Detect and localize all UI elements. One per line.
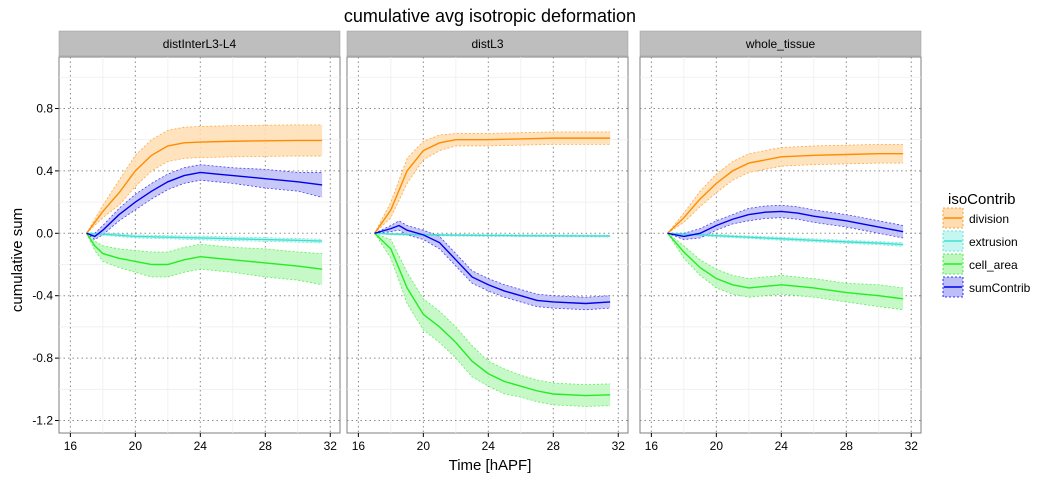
- legend-item-cell_area: cell_area: [942, 253, 1018, 275]
- y-tick-label: 0.0: [36, 226, 53, 240]
- legend-item-division: division: [942, 207, 1009, 229]
- ribbon-upper-extrusion: [86, 232, 323, 240]
- ribbon-upper-sumContrib: [86, 164, 323, 234]
- y-tick-label: -1.2: [32, 414, 53, 428]
- ribbon-lower-extrusion: [374, 232, 611, 238]
- panel-strip-label: distInterL3-L4: [163, 37, 237, 51]
- x-tick-label: 24: [775, 439, 789, 453]
- ribbon-sumContrib: [374, 220, 611, 310]
- ribbon-upper-cell_area: [374, 232, 611, 386]
- panel-distInterL3-L4: distInterL3-L4 16 20 24 28 32: [58, 30, 341, 453]
- ribbon-upper-extrusion: [667, 232, 904, 244]
- y-tick-label: 0.8: [36, 101, 53, 115]
- x-tick-label: 28: [840, 439, 854, 453]
- legend-item-extrusion: extrusion: [942, 230, 1018, 252]
- legend-label-cell_area: cell_area: [969, 258, 1018, 272]
- series-line-sumContrib: [667, 210, 904, 238]
- panel-strip-label: distL3: [471, 37, 503, 51]
- panel-plot-area: [639, 56, 922, 434]
- x-tick-label: 20: [417, 439, 431, 453]
- x-tick-label: 32: [612, 439, 626, 453]
- panel-distL3: distL3 16 20 24 28 32: [346, 30, 629, 453]
- ribbon-sumContrib: [86, 164, 323, 240]
- chart-title: cumulative avg isotropic deformation: [344, 6, 636, 26]
- ribbon-upper-division: [86, 124, 323, 234]
- ribbon-cell_area: [374, 233, 611, 407]
- ribbon-division: [374, 131, 611, 234]
- panels-layer: 0.8 0.4 0.0 -0.4 -0.8 -1.2 distInterL3-L4 16 20 2…: [32, 30, 922, 453]
- ribbon-lower-sumContrib: [374, 229, 611, 311]
- ribbon-lower-extrusion: [86, 232, 323, 244]
- panel-strip: [639, 30, 922, 57]
- ribbon-cell_area: [86, 233, 323, 285]
- x-axis-label: Time [hAPF]: [449, 457, 532, 474]
- x-tick-label: 24: [482, 439, 496, 453]
- series-line-division: [374, 137, 611, 234]
- x-tick-label: 20: [129, 439, 143, 453]
- legend-title: isoContrib: [948, 191, 1016, 208]
- ribbon-division: [86, 124, 323, 234]
- panel-whole_tissue: whole_tissue 16 20 24 28 32: [639, 30, 922, 453]
- ribbon-lower-cell_area: [374, 233, 611, 407]
- series-line-extrusion: [86, 232, 323, 242]
- x-tick-label: 28: [259, 439, 273, 453]
- x-tick-label: 28: [547, 439, 561, 453]
- series-line-extrusion: [374, 232, 611, 237]
- x-tick-label: 16: [64, 439, 78, 453]
- panel-strip-label: whole_tissue: [745, 37, 816, 51]
- x-tick-label: 20: [710, 439, 724, 453]
- ribbon-lower-cell_area: [667, 233, 904, 311]
- panel-strip: [346, 30, 629, 57]
- ribbon-lower-sumContrib: [667, 217, 904, 240]
- ribbon-lower-sumContrib: [86, 179, 323, 241]
- legend-label-extrusion: extrusion: [969, 235, 1018, 249]
- x-tick-label: 32: [324, 439, 338, 453]
- series-line-cell_area: [86, 232, 323, 270]
- y-axis-label: cumulative sum: [9, 208, 26, 312]
- ribbon-lower-division: [86, 155, 323, 234]
- series-line-division: [86, 139, 323, 234]
- panel-strip: [58, 30, 341, 57]
- x-tick-label: 16: [352, 439, 366, 453]
- ribbon-upper-extrusion: [374, 232, 611, 236]
- legend: isoContrib division extrusion cell_areasum…: [942, 191, 1031, 298]
- series-line-sumContrib: [86, 171, 323, 238]
- series-line-cell_area: [374, 232, 611, 397]
- legend-label-division: division: [969, 212, 1009, 226]
- series-line-cell_area: [667, 232, 904, 300]
- y-tick-label: 0.4: [36, 164, 53, 178]
- ribbon-upper-division: [667, 143, 904, 234]
- ribbon-lower-extrusion: [667, 232, 904, 247]
- ribbon-upper-sumContrib: [667, 204, 904, 234]
- ribbon-cell_area: [667, 233, 904, 310]
- ribbon-lower-cell_area: [86, 233, 323, 286]
- legend-label-sumContrib: sumContrib: [969, 281, 1031, 295]
- legend-item-sumContrib: sumContrib: [942, 276, 1031, 298]
- x-tick-label: 24: [194, 439, 208, 453]
- ribbon-lower-division: [374, 143, 611, 234]
- y-tick-label: -0.8: [32, 351, 53, 365]
- x-tick-label: 16: [645, 439, 659, 453]
- series-line-sumContrib: [374, 224, 611, 305]
- ribbon-upper-cell_area: [667, 232, 904, 289]
- x-tick-label: 32: [905, 439, 919, 453]
- y-tick-label: -0.4: [32, 289, 53, 303]
- series-line-division: [667, 153, 904, 234]
